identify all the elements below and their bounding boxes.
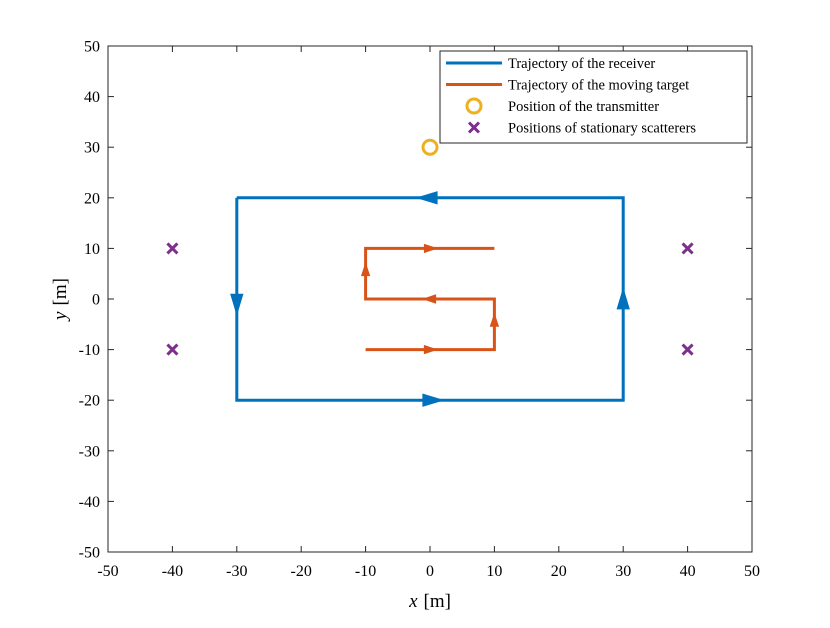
- x-tick-label: 40: [680, 563, 696, 580]
- x-tick-label: -40: [162, 563, 183, 580]
- y-axis-label: y [m]: [50, 278, 71, 322]
- y-tick-label: -30: [79, 443, 100, 460]
- legend-label: Trajectory of the moving target: [508, 78, 689, 94]
- x-axis-symbol: x: [408, 591, 418, 612]
- x-tick-label: 30: [615, 563, 631, 580]
- legend-label: Positions of stationary scatterers: [508, 121, 696, 137]
- legend: Trajectory of the receiver Trajectory of …: [440, 51, 747, 143]
- y-tick-label: 10: [84, 241, 100, 258]
- y-axis-unit: [m]: [50, 278, 71, 305]
- x-tick-label: -20: [291, 563, 312, 580]
- y-tick-label: -40: [79, 494, 100, 511]
- y-tick-label: -20: [79, 393, 100, 410]
- x-tick-label: 0: [426, 563, 434, 580]
- y-tick-label: 50: [84, 39, 100, 56]
- y-axis-symbol: y: [50, 311, 71, 322]
- y-tick-label: 40: [84, 89, 100, 106]
- y-tick-label: 20: [84, 190, 100, 207]
- x-tick-label: 20: [551, 563, 567, 580]
- x-tick-label: 50: [744, 563, 760, 580]
- y-tick-label: -10: [79, 342, 100, 359]
- y-tick-label: -50: [79, 545, 100, 562]
- x-tick-label: -10: [355, 563, 376, 580]
- x-axis-label: x [m]: [408, 591, 451, 612]
- y-tick-label: 30: [84, 140, 100, 157]
- x-axis-unit: [m]: [424, 591, 451, 612]
- legend-label: Position of the transmitter: [508, 99, 659, 115]
- x-tick-label: -50: [97, 563, 118, 580]
- y-tick-label: 0: [92, 292, 100, 309]
- x-tick-label: 10: [486, 563, 502, 580]
- legend-label: Trajectory of the receiver: [508, 56, 655, 72]
- x-tick-label: -30: [226, 563, 247, 580]
